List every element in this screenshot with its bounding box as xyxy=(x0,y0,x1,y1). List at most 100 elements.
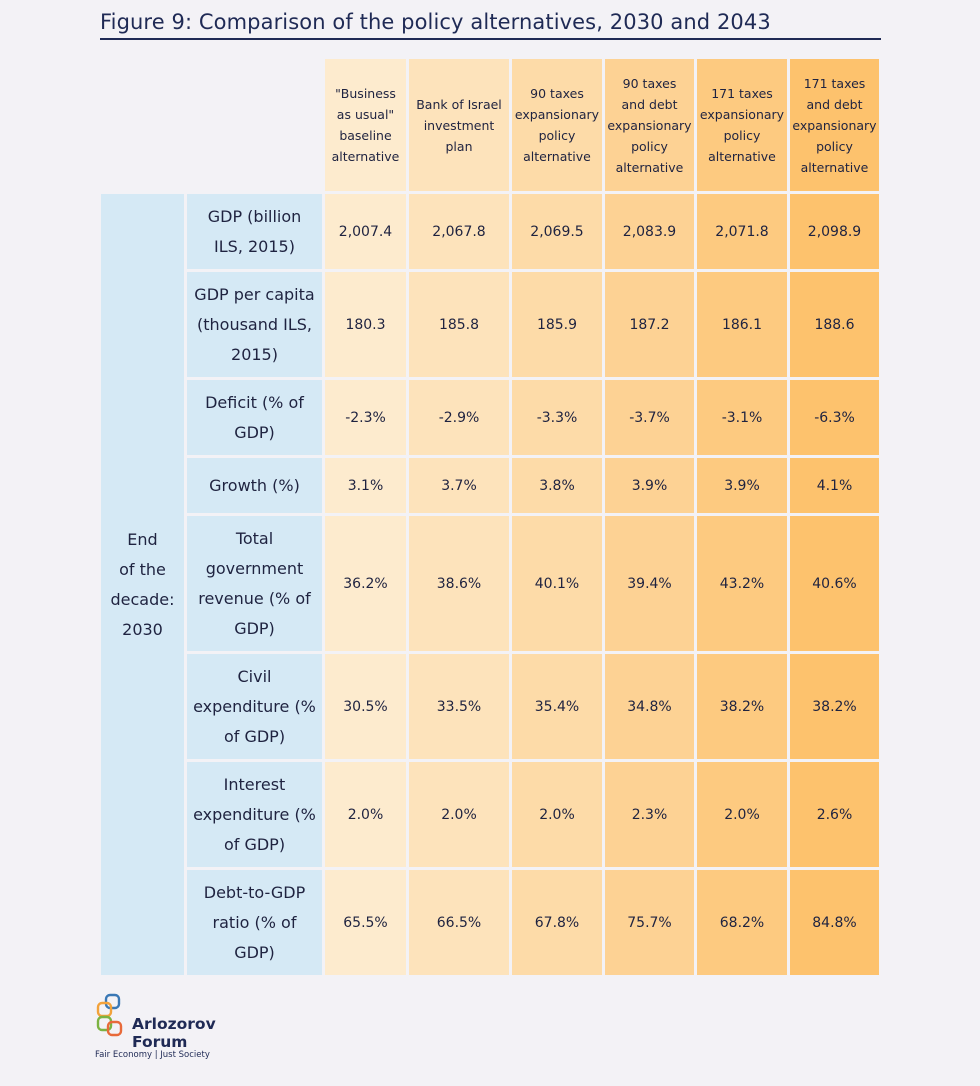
value-cell: 67.8% xyxy=(512,870,602,975)
row-label-line: Debt-to-GDP xyxy=(203,882,306,902)
value-cell: -2.9% xyxy=(409,380,509,455)
section-label-line: decade: xyxy=(110,589,175,609)
table-row: Growth (%) 3.1% 3.7% 3.8% 3.9% 3.9% 4.1% xyxy=(101,458,879,513)
column-header-line: 171 taxes xyxy=(711,86,773,101)
value-cell: -3.1% xyxy=(697,380,787,455)
table-row: GDP per capita (thousand ILS, 2015) 180.3 18… xyxy=(101,272,879,377)
column-header-4: 90 taxes and debt expansionary policy altern… xyxy=(605,59,694,191)
row-label-line: of GDP) xyxy=(223,726,286,746)
value-cell: 186.1 xyxy=(697,272,787,377)
title-rule xyxy=(100,38,881,40)
table-row: Debt-to-GDP ratio (% of GDP) 65.5% 66.5% 67.8… xyxy=(101,870,879,975)
value-cell: 2,069.5 xyxy=(512,194,602,269)
row-label-line: revenue (% of xyxy=(198,588,311,608)
value-cell: -2.3% xyxy=(325,380,406,455)
value-cell: 38.2% xyxy=(790,654,879,759)
row-label: Debt-to-GDP ratio (% of GDP) xyxy=(187,870,322,975)
value-cell: 185.8 xyxy=(409,272,509,377)
column-header-line: 90 taxes xyxy=(530,86,584,101)
table-row: Total government revenue (% of GDP) 36.2% 38.… xyxy=(101,516,879,651)
row-label: GDP per capita (thousand ILS, 2015) xyxy=(187,272,322,377)
value-cell: 3.1% xyxy=(325,458,406,513)
value-cell: 43.2% xyxy=(697,516,787,651)
column-header-line: "Business xyxy=(335,86,396,101)
row-label-line: of GDP) xyxy=(223,834,286,854)
column-header-2: Bank of Israel investment plan xyxy=(409,59,509,191)
section-label-line: End xyxy=(127,529,158,549)
column-header-line: expansionary xyxy=(607,117,692,133)
value-cell: 3.8% xyxy=(512,458,602,513)
column-header-line: as usual" xyxy=(336,107,395,122)
arlozorov-logo-icon xyxy=(96,993,123,1037)
value-cell: 40.6% xyxy=(790,516,879,651)
row-label-line: (thousand ILS, xyxy=(197,314,312,334)
value-cell: 38.2% xyxy=(697,654,787,759)
row-label-line: Total xyxy=(235,528,274,548)
column-header-line: alternative xyxy=(331,149,400,164)
section-label: End of the decade: 2030 xyxy=(101,194,184,975)
row-label: Interest expenditure (% of GDP) xyxy=(187,762,322,867)
column-header-line: 90 taxes xyxy=(622,75,677,91)
column-header-line: plan xyxy=(445,138,473,154)
column-header-line: expansionary xyxy=(792,117,877,133)
value-cell: -3.3% xyxy=(512,380,602,455)
row-label-line: GDP (billion xyxy=(207,206,302,226)
value-cell: 34.8% xyxy=(605,654,694,759)
column-header-line: investment xyxy=(423,117,495,133)
value-cell: 2,098.9 xyxy=(790,194,879,269)
value-cell: 38.6% xyxy=(409,516,509,651)
value-cell: 40.1% xyxy=(512,516,602,651)
row-label: Total government revenue (% of GDP) xyxy=(187,516,322,651)
logo-name: Arlozorov Forum xyxy=(132,1015,216,1051)
value-cell: 30.5% xyxy=(325,654,406,759)
value-cell: 75.7% xyxy=(605,870,694,975)
value-cell: 35.4% xyxy=(512,654,602,759)
value-cell: 4.1% xyxy=(790,458,879,513)
column-header-1: "Business as usual" baseline alternative xyxy=(325,59,406,191)
row-label-line: Interest xyxy=(223,774,286,794)
value-cell: 2,083.9 xyxy=(605,194,694,269)
comparison-table: "Business as usual" baseline alternative Ban… xyxy=(98,56,882,978)
row-label-line: GDP) xyxy=(234,422,275,442)
value-cell: 2.3% xyxy=(605,762,694,867)
column-header-line: and debt xyxy=(806,96,863,112)
table-row: Deficit (% of GDP) -2.3% -2.9% -3.3% -3.7% -3.… xyxy=(101,380,879,455)
row-label-line: expenditure (% xyxy=(193,804,316,824)
value-cell: 187.2 xyxy=(605,272,694,377)
row-label-line: Deficit (% of xyxy=(205,392,304,412)
row-label: Civil expenditure (% of GDP) xyxy=(187,654,322,759)
value-cell: 3.9% xyxy=(605,458,694,513)
value-cell: 68.2% xyxy=(697,870,787,975)
row-label-line: GDP) xyxy=(234,942,275,962)
value-cell: 2.0% xyxy=(697,762,787,867)
column-header-line: expansionary xyxy=(699,107,785,122)
value-cell: 180.3 xyxy=(325,272,406,377)
value-cell: 188.6 xyxy=(790,272,879,377)
column-header-line: baseline xyxy=(339,128,392,143)
value-cell: 36.2% xyxy=(325,516,406,651)
column-header-line: 171 taxes xyxy=(803,75,866,91)
row-label: Deficit (% of GDP) xyxy=(187,380,322,455)
row-label-line: GDP) xyxy=(234,618,275,638)
value-cell: 2.0% xyxy=(409,762,509,867)
row-label-line: 2015) xyxy=(231,344,278,364)
column-header-line: alternative xyxy=(708,149,776,164)
column-header-line: policy xyxy=(631,138,668,154)
value-cell: -3.7% xyxy=(605,380,694,455)
value-cell: 65.5% xyxy=(325,870,406,975)
column-header-line: alternative xyxy=(800,159,869,175)
row-label-line: Civil xyxy=(237,666,272,686)
table-row: Interest expenditure (% of GDP) 2.0% 2.0% 2.0… xyxy=(101,762,879,867)
row-label-line: ratio (% of xyxy=(212,912,297,932)
section-label-line: 2030 xyxy=(122,619,163,639)
logo-name-line-1: Arlozorov xyxy=(132,1015,216,1033)
value-cell: 39.4% xyxy=(605,516,694,651)
table-row: End of the decade: 2030 GDP (billion ILS, 201… xyxy=(101,194,879,975)
column-header-line: expansionary xyxy=(514,107,600,122)
row-label-line: Growth (%) xyxy=(209,475,300,495)
section-label-line: of the xyxy=(119,559,166,579)
figure-title: Figure 9: Comparison of the policy alter… xyxy=(100,10,771,34)
column-header-line: policy xyxy=(816,138,853,154)
value-cell: 84.8% xyxy=(790,870,879,975)
header-row: "Business as usual" baseline alternative Ban… xyxy=(101,59,879,191)
